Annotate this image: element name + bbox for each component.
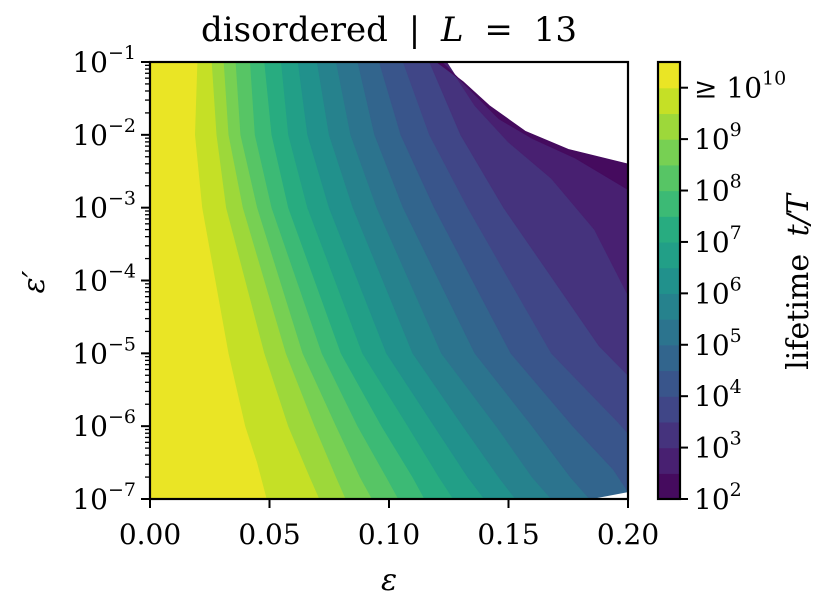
contour-band — [436, 62, 628, 190]
y-axis-ticks: 10−7 10−6 10−5 10−4 10−3 10−2 10−1 — [72, 42, 150, 516]
colorbar-band — [658, 447, 680, 474]
colorbar-tick-label: 104 — [694, 376, 742, 413]
title-word: disordered — [201, 10, 388, 50]
colorbar-band — [658, 396, 680, 423]
colorbar-ticks: 102 103 104 105 106 107 108 109 ≥ 1010 — [680, 68, 786, 516]
colorbar-tick-label: 102 — [694, 479, 742, 516]
x-tick-label: 0.00 — [119, 518, 181, 551]
colorbar-tick-label: 107 — [694, 222, 742, 259]
colorbar-band — [658, 319, 680, 346]
x-axis-ticks: 0.00 0.05 0.10 0.15 0.20 — [119, 499, 659, 551]
x-tick-label: 0.05 — [238, 518, 300, 551]
x-tick-label: 0.20 — [597, 518, 659, 551]
colorbar: 102 103 104 105 106 107 108 109 ≥ 1010 lifetime … — [656, 60, 816, 516]
colorbar-band — [658, 293, 680, 320]
y-tick-label: 10−1 — [72, 42, 136, 79]
colorbar-label-word: lifetime — [781, 254, 816, 370]
colorbar-tick-label: 109 — [694, 119, 742, 156]
y-tick-label: 10−5 — [72, 333, 136, 370]
colorbar-band — [658, 139, 680, 166]
x-tick-label: 0.10 — [358, 518, 420, 551]
x-axis-label: ε — [381, 563, 397, 598]
chart-title: disordered | L = 13 — [201, 10, 577, 50]
colorbar-label-expr: t/T — [781, 192, 816, 236]
title-value: 13 — [534, 10, 577, 50]
contour-bands — [150, 62, 628, 499]
colorbar-band — [658, 164, 680, 192]
colorbar-band — [658, 344, 680, 372]
colorbar-frame — [656, 60, 682, 501]
colorbar-band — [658, 62, 680, 89]
title-equals: = — [484, 10, 513, 50]
colorbar-band — [658, 370, 680, 397]
y-tick-label: 10−4 — [72, 261, 136, 298]
colorbar-tick-label: 106 — [694, 273, 742, 310]
contour-plot-area — [150, 62, 628, 499]
colorbar-band — [658, 241, 680, 269]
colorbar-tick-label: ≥ 1010 — [694, 68, 786, 105]
y-tick-label: 10−2 — [72, 115, 136, 152]
y-axis-label: ε′ — [17, 270, 52, 293]
colorbar-band — [658, 473, 680, 500]
colorbar-band — [658, 421, 680, 449]
title-separator: | — [409, 10, 420, 50]
colorbar-band — [658, 87, 680, 115]
colorbar-label: lifetime t/T — [781, 192, 816, 370]
y-tick-label: 10−7 — [72, 479, 136, 516]
y-tick-label: 10−3 — [72, 188, 136, 225]
colorbar-bands — [658, 62, 680, 500]
colorbar-tick-label: 105 — [694, 325, 742, 362]
x-tick-label: 0.15 — [477, 518, 539, 551]
colorbar-band — [658, 216, 680, 243]
colorbar-band — [658, 267, 680, 294]
colorbar-band — [658, 113, 680, 140]
title-variable: L — [440, 10, 464, 50]
colorbar-band — [658, 190, 680, 217]
y-tick-label: 10−6 — [72, 406, 136, 443]
colorbar-tick-label: 108 — [694, 171, 742, 208]
colorbar-tick-label: 103 — [694, 428, 742, 465]
